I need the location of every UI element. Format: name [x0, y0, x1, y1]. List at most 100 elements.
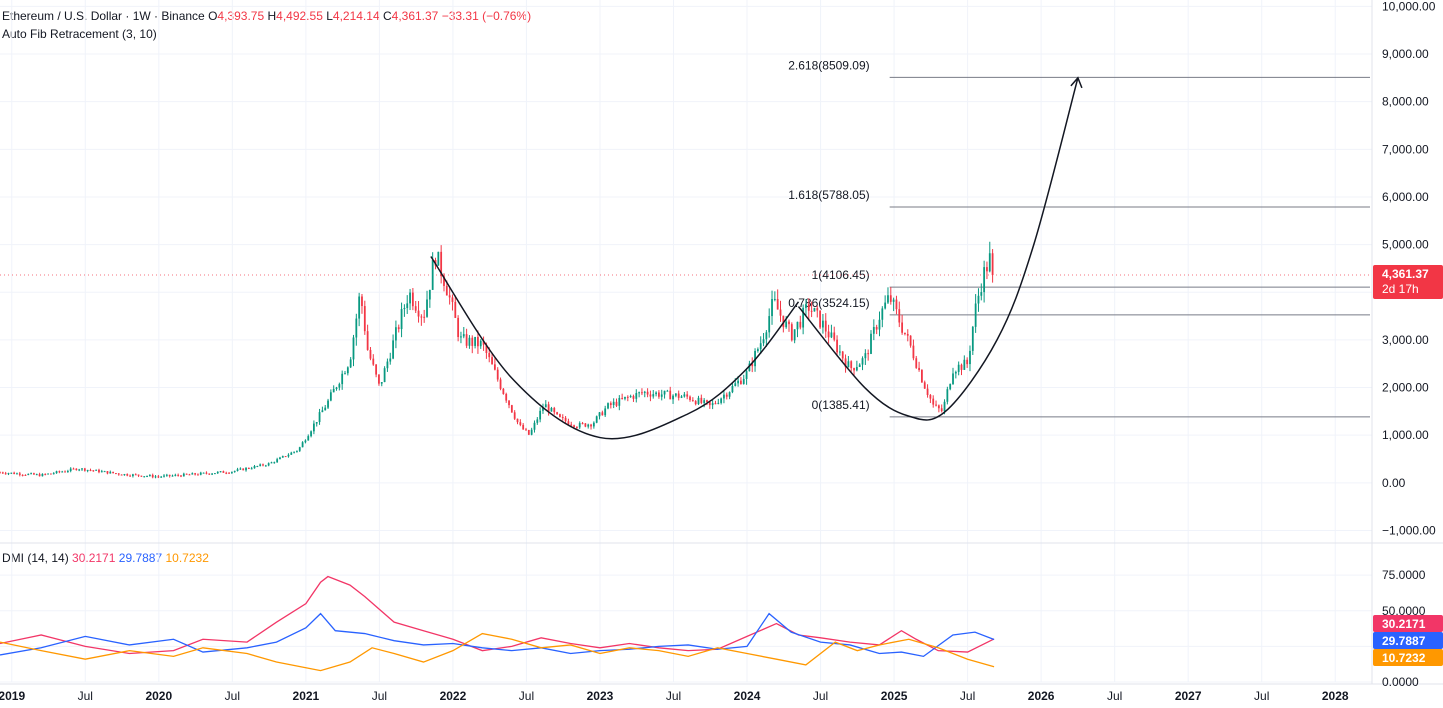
time-tick-label: Jul — [225, 689, 240, 703]
candle-body — [0, 472, 1, 474]
candle-body — [652, 394, 655, 397]
candle-body — [146, 476, 148, 478]
candle-body — [491, 357, 493, 365]
time-tick-label: 2022 — [440, 689, 467, 703]
dmi-minus-value: 29.7887 — [118, 551, 163, 565]
candle-body — [457, 317, 460, 338]
candle-body — [35, 474, 38, 476]
candle-body — [332, 388, 335, 393]
candle-body — [598, 412, 601, 417]
candle-body — [389, 358, 392, 362]
candle-body — [807, 304, 810, 311]
candle-body — [205, 472, 208, 474]
low-label: L — [326, 9, 333, 23]
candle-body — [69, 468, 72, 471]
candle-body — [542, 407, 544, 411]
candle-body — [191, 473, 194, 475]
dmi-value-tag-text: 10.7232 — [1382, 651, 1426, 665]
candle-body — [485, 344, 488, 354]
candle-body — [796, 321, 799, 330]
time-axis[interactable]: 2019 Jul 2020 Jul 2021 Jul 2022 Jul 2023 Jul 2024 J… — [0, 689, 1349, 703]
candle-body — [488, 353, 491, 358]
candle-body — [129, 475, 131, 477]
dmi-value-tag — [1373, 632, 1443, 649]
last-price-tag — [1373, 265, 1443, 300]
dmi-legend[interactable]: DMI (14, 14) 30.2171 29.7887 10.7232 — [2, 551, 209, 565]
candle-body — [321, 410, 324, 413]
candle-body — [313, 423, 315, 432]
candle-body — [318, 412, 321, 423]
candle-body — [782, 315, 785, 328]
close-value: 4,361.37 — [391, 9, 439, 23]
candle-body — [310, 431, 312, 437]
candle-body — [137, 474, 140, 476]
candle-body — [561, 417, 564, 419]
candle-body — [10, 472, 13, 474]
candle-body — [980, 292, 983, 296]
time-tick-label: Jul — [1107, 689, 1122, 703]
fib-indicator-label[interactable]: Auto Fib Retracement (3, 10) — [2, 27, 157, 41]
candle-body — [974, 303, 977, 327]
candle-body — [734, 383, 737, 386]
candle-body — [132, 474, 134, 477]
candle-body — [78, 469, 81, 471]
candle-body — [830, 332, 833, 338]
candle-body — [677, 393, 680, 398]
dmi-series-line — [0, 612, 995, 658]
candle-body — [293, 451, 296, 453]
time-tick-label: Jul — [78, 689, 93, 703]
price-axis[interactable]: 10,000.00 9,000.00 8,000.00 7,000.00 6,000.0… — [1382, 0, 1436, 537]
time-tick-label: Jul — [372, 689, 387, 703]
candle-body — [431, 260, 434, 290]
candle-body — [239, 468, 242, 470]
candle-body — [64, 471, 66, 473]
candle-body — [375, 364, 378, 375]
candle-body — [358, 296, 361, 319]
price-tick-label: 8,000.00 — [1382, 95, 1429, 109]
candle-body — [759, 343, 762, 350]
candle-body — [513, 412, 516, 419]
candle-body — [253, 466, 256, 469]
candle-body — [281, 456, 284, 458]
dmi-tick-label: 0.0000 — [1382, 675, 1419, 689]
candle-body — [341, 373, 344, 385]
candle-body — [618, 397, 621, 406]
candle-body — [816, 308, 819, 311]
candle-body — [208, 473, 211, 475]
low-value: 4,214.14 — [332, 9, 380, 23]
candle-body — [683, 394, 686, 397]
candle-body — [590, 424, 592, 427]
dmi-value-tag — [1373, 615, 1443, 632]
candle-body — [346, 367, 349, 374]
time-tick-label: Jul — [1254, 689, 1269, 703]
candle-body — [493, 364, 496, 370]
candle-body — [641, 392, 643, 394]
candle-body — [921, 370, 923, 383]
candle-body — [573, 425, 575, 428]
fib-level-label: 1.618(5788.05) — [788, 188, 869, 202]
candle-body — [344, 373, 346, 375]
candle-body — [298, 447, 301, 451]
candle-body — [960, 364, 963, 370]
candle-body — [471, 337, 474, 346]
dmi-tick-label: 50.0000 — [1382, 604, 1426, 618]
candle-body — [151, 474, 154, 478]
candle-body — [143, 476, 146, 478]
candle-body — [355, 318, 358, 338]
dmi-series-line — [0, 632, 995, 672]
candle-body — [505, 393, 508, 401]
candle-body — [740, 380, 742, 384]
close-label: C — [382, 9, 392, 23]
candle-body — [383, 368, 386, 383]
candle-body — [564, 417, 567, 422]
candle-body — [604, 408, 607, 416]
candle-body — [550, 407, 553, 412]
candle-body — [578, 423, 581, 428]
candle-body — [609, 403, 612, 406]
candle-body — [720, 398, 723, 403]
candle-body — [525, 429, 527, 431]
candle-body — [409, 292, 411, 304]
candle-body — [802, 307, 805, 328]
candle-body — [335, 387, 338, 389]
